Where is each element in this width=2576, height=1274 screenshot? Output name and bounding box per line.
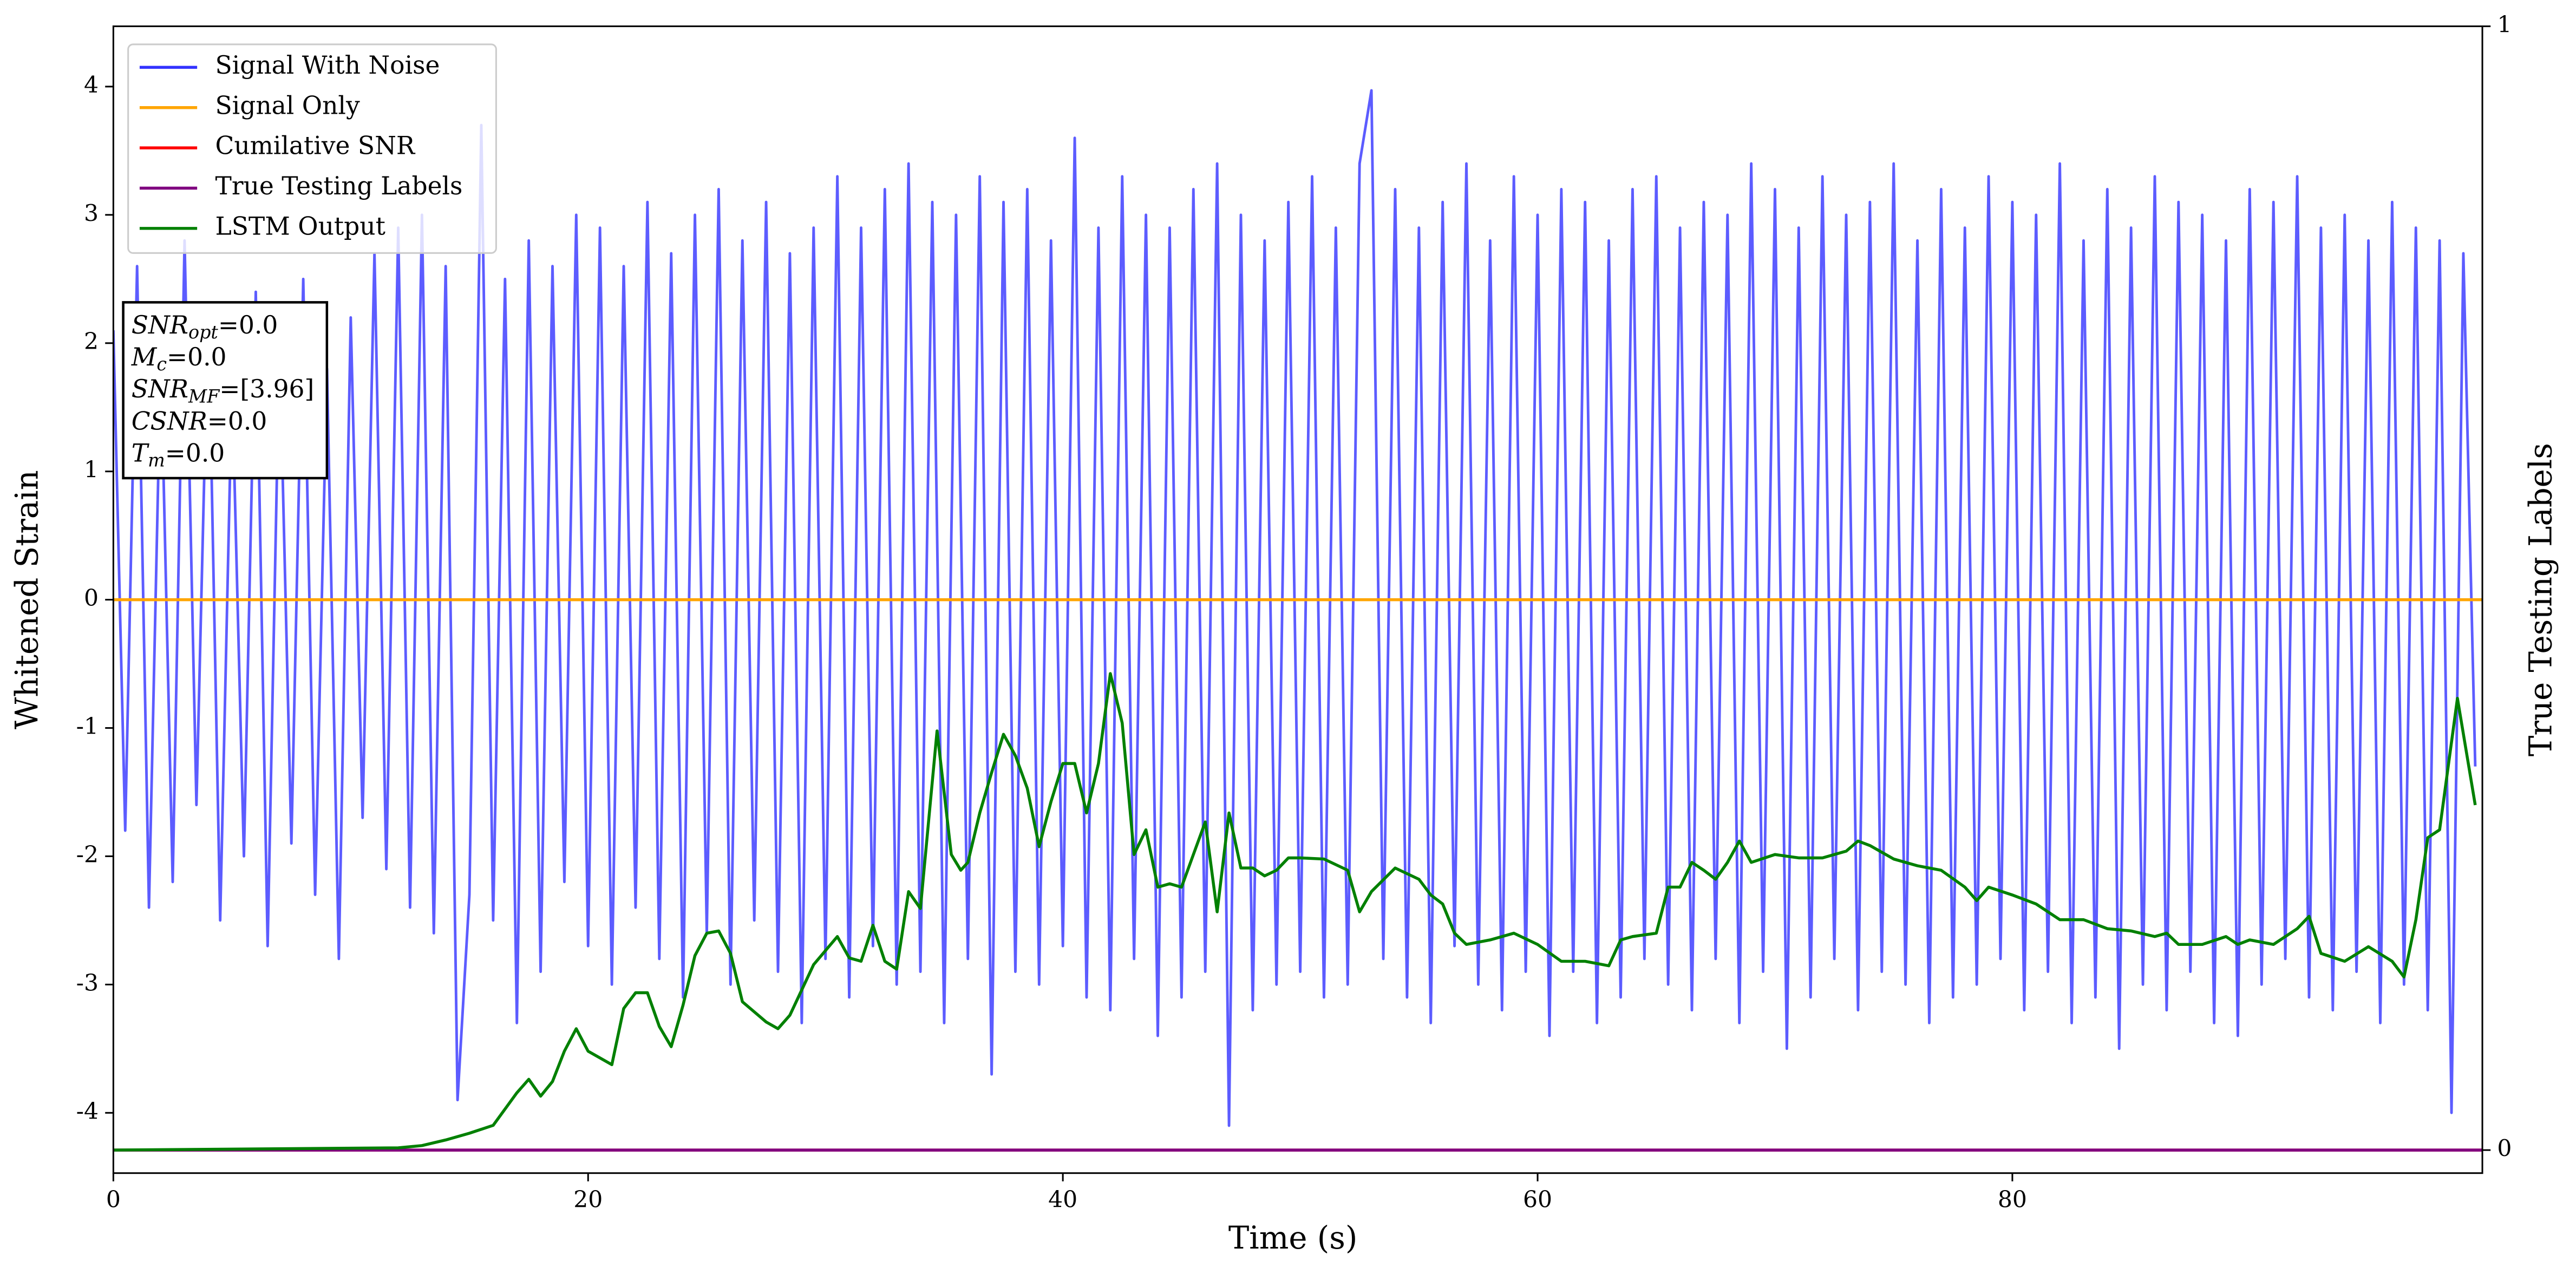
annotation-subscript: MF xyxy=(188,386,220,407)
y2-tick-label: 1 xyxy=(2497,12,2512,38)
x-tick-label: 80 xyxy=(1998,1186,2027,1213)
x-axis-label: Time (s) xyxy=(1228,1219,1358,1256)
annotation-line: SNRMF=[3.96] xyxy=(132,375,314,407)
legend-label: Cumilative SNR xyxy=(215,132,416,160)
annotation-symbol: SNR xyxy=(132,310,188,339)
legend-box xyxy=(127,43,497,254)
x-tick-label: 0 xyxy=(106,1186,121,1213)
x-tick-label: 60 xyxy=(1523,1186,1552,1213)
y-tick-label: -1 xyxy=(76,714,99,740)
legend-label: Signal Only xyxy=(215,91,360,120)
y-tick-label: -4 xyxy=(76,1098,99,1125)
annotation-value: =0.0 xyxy=(207,407,267,435)
annotation-symbol: CSNR xyxy=(132,407,207,435)
series-line xyxy=(113,672,2477,1152)
annotation-symbol: SNR xyxy=(132,375,188,403)
y-axis-label: Whitened Strain xyxy=(9,470,45,729)
y-tick-label: 1 xyxy=(84,457,99,484)
annotation-symbol: M xyxy=(131,343,158,371)
annotation-subscript: m xyxy=(148,450,165,471)
legend-label: Signal With Noise xyxy=(215,51,440,80)
annotation-box xyxy=(122,301,329,480)
legend-label: True Testing Labels xyxy=(215,172,463,200)
annotation-line: Tm=0.0 xyxy=(132,439,225,471)
y2-axis-label: True Testing Labels xyxy=(2522,443,2559,756)
x-tick-label: 20 xyxy=(573,1186,603,1213)
legend-label: LSTM Output xyxy=(215,212,385,240)
annotation-subscript: opt xyxy=(188,322,218,343)
annotation-line: SNRopt=0.0 xyxy=(132,310,278,343)
annotation-value: =[3.96] xyxy=(219,375,314,403)
plot-area xyxy=(113,89,2483,1152)
annotation-value: =0.0 xyxy=(165,439,225,467)
x-tick-label: 40 xyxy=(1048,1186,1077,1213)
series-line xyxy=(113,89,2477,1127)
annotation-symbol: T xyxy=(132,439,150,467)
annotation-value: =0.0 xyxy=(167,343,226,371)
y-tick-label: 3 xyxy=(84,200,99,227)
y2-tick-label: 0 xyxy=(2497,1135,2512,1162)
y-tick-label: 0 xyxy=(84,585,99,612)
annotation-line: Mc=0.0 xyxy=(131,343,227,375)
annotation-line: CSNR=0.0 xyxy=(132,407,267,435)
annotation-value: =0.0 xyxy=(218,310,278,339)
y-tick-label: -2 xyxy=(76,841,99,868)
annotation-subscript: c xyxy=(156,354,167,375)
y-tick-label: 4 xyxy=(84,72,99,99)
y-tick-label: 2 xyxy=(84,329,99,355)
y-tick-label: -3 xyxy=(76,970,99,996)
